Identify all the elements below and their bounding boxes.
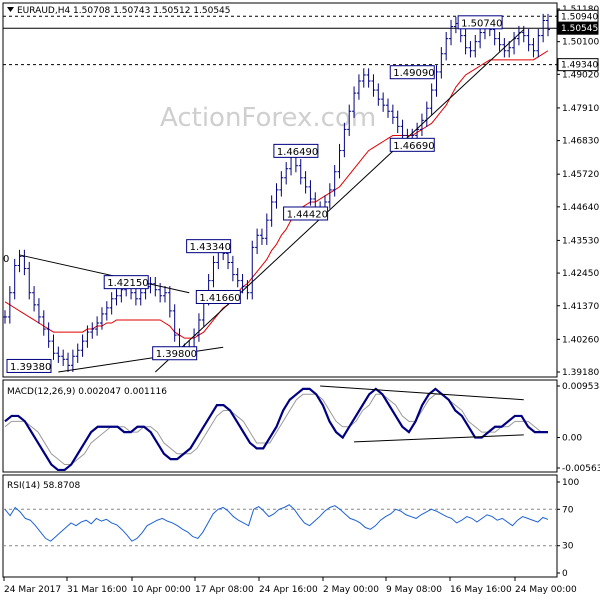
annotation-box [186,239,232,254]
price-annotation: 1.46690 [389,137,435,152]
time-axis-label: 2 May 00:00 [323,585,379,595]
macd-trendline [320,385,524,401]
macd-title: MACD(12,26,9) 0.002047 0.001116 [7,387,167,397]
price-annotation: 1.46490 [273,143,319,158]
collapse-triangle-icon[interactable] [7,7,14,12]
rsi-plot [3,504,557,547]
price-annotation: 1.44420 [283,206,329,221]
price-annotation: 1.39380 [6,358,52,373]
annotation-label: 1.46490 [277,147,318,158]
price-annotation: 1.41660 [195,289,241,304]
annotation-label: 1.49090 [393,68,434,79]
macd-plot [4,385,548,472]
price-title: EURAUD,H4 1.50708 1.50743 1.50512 1.5054… [17,6,231,16]
rsi-line [4,504,549,542]
macd-axis-label: -0.005637 [562,464,600,474]
macd-axis-label: 0.00 [562,434,582,444]
price-level-tag-box [557,58,599,72]
time-axis-label: 17 Apr 08:00 [195,585,254,595]
price-trendline [19,254,190,294]
annotation-label: 1.43340 [190,242,231,253]
price-axis-label: 1.49020 [562,70,599,80]
time-axis-label: 16 May 16:00 [450,585,512,595]
rsi-axis-label: 100 [562,478,579,488]
price-trendline [154,29,525,373]
time-axis-label: 10 Apr 00:00 [132,585,191,595]
macd-signal-line [4,393,548,466]
time-axis-label: 24 May 00:00 [515,585,577,595]
annotation-label: 1.39800 [156,349,197,360]
price-axis-label: 1.44640 [562,203,599,213]
price-level-tag: 1.50940 [557,9,599,23]
price-axis-label: 1.50100 [562,38,599,48]
price-level-tag-label: 1.50545 [561,24,598,34]
price-axis-label: 1.45720 [562,170,599,180]
rsi-title: RSI(14) 58.8708 [7,481,80,491]
annotation-box [6,358,52,373]
moving-average-line [4,50,549,339]
time-axis-label: 24 Mar 2017 [4,585,61,595]
watermark: ActionForex.com [160,103,376,133]
price-level-tag-label: 1.50940 [561,12,598,22]
macd-trendline [354,434,524,443]
annotation-box [389,137,435,152]
price-axis-label: 1.41370 [562,302,599,312]
price-level-tag: 1.49340 [557,58,599,72]
price-axis-label: 1.42450 [562,269,599,279]
price-level-tag-label: 1.49340 [561,61,598,71]
rsi-axis-label: 70 [562,505,574,515]
annotation-box [283,206,329,221]
annotation-label: 1.41660 [199,293,240,304]
price-axis-label: 1.39180 [562,368,599,378]
time-axis-label: 9 May 08:00 [386,585,442,595]
price-annotation: 1.50740 [457,15,503,30]
price-axis-label: 1.43530 [562,236,599,246]
price-level-tag-box [557,21,599,35]
price-plot: 1.39380 1.42150 1.39800 1.41660 1.43340 1.444… [3,13,557,373]
price-level-tag: 1.50545 [557,21,599,35]
price-axis-label: 1.46830 [562,137,599,147]
macd-axis-label: 0.009538 [562,382,600,392]
annotation-box [152,346,198,361]
annotation-box [457,15,503,30]
axes: 1.511801.505451.501001.493401.490201.479… [3,5,600,595]
annotation-box [195,289,241,304]
rsi-axis-label: 0 [562,569,568,579]
annotation-label: 1.46690 [393,141,434,152]
annotation-box [273,143,319,158]
annotation-box [389,65,435,80]
rsi-panel-frame [2,474,558,578]
price-annotation: 1.39800 [152,346,198,361]
time-axis-label: 24 Apr 16:00 [259,585,318,595]
annotation-box [103,275,149,290]
annotation-label: 1.44420 [287,209,328,220]
macd-line [4,387,548,472]
price-axis-label: 1.40260 [562,335,599,345]
price-annotation: 1.43340 [186,239,232,254]
annotation-label: 1.50740 [461,18,502,29]
price-annotation: 1.49090 [389,65,435,80]
rsi-axis-label: 30 [562,542,574,552]
time-axis-label: 31 Mar 16:00 [67,585,127,595]
annotation-label: 1.39380 [10,362,51,373]
edge-label: 0 [3,254,9,265]
price-annotation: 1.42150 [103,275,149,290]
price-axis-label: 1.47910 [562,104,599,114]
annotation-label: 1.42150 [107,278,148,289]
